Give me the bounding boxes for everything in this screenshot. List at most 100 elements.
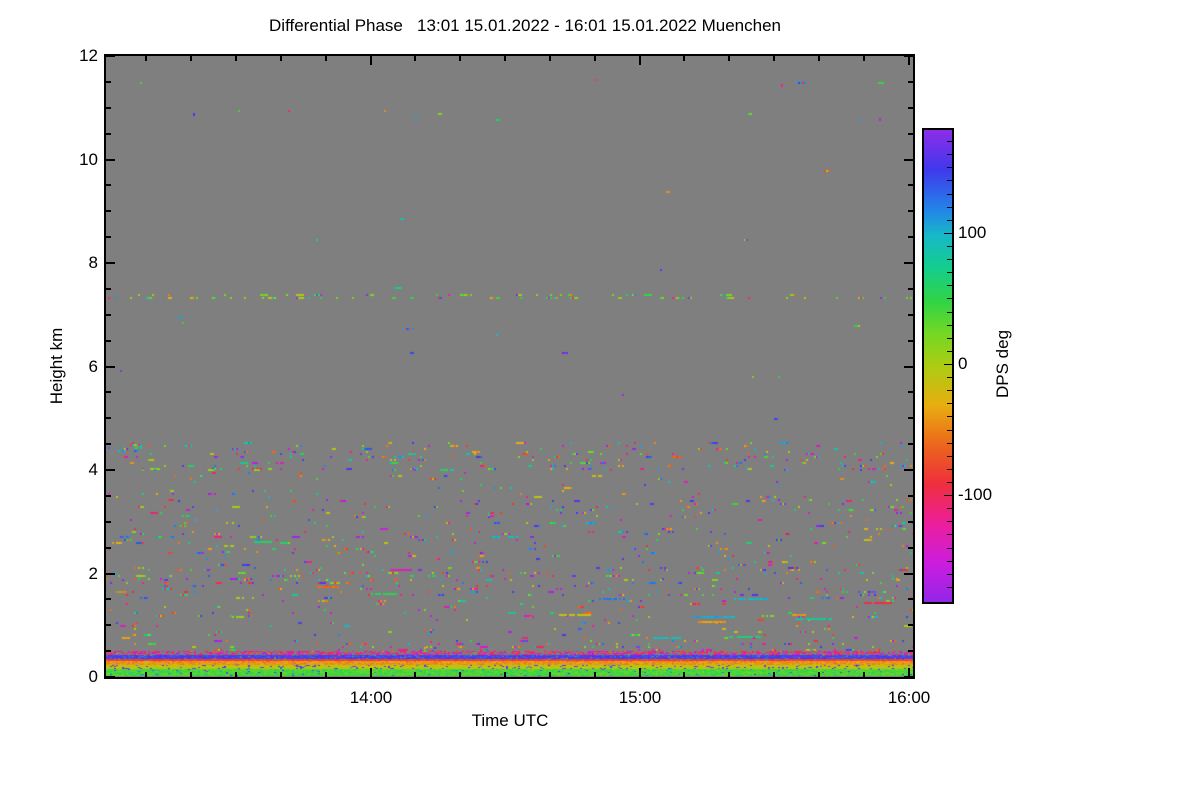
- x-tick-label: 14:00: [349, 688, 393, 707]
- tick-mark: [325, 56, 327, 61]
- tick-mark: [414, 672, 416, 677]
- colorbar-tick-mark: [947, 469, 952, 470]
- tick-mark: [106, 573, 115, 575]
- tick-mark: [908, 650, 913, 652]
- tick-mark: [908, 391, 913, 393]
- colorbar-tick-mark: [947, 416, 952, 417]
- tick-mark: [904, 573, 913, 575]
- tick-mark: [908, 624, 913, 626]
- colorbar: [922, 128, 954, 604]
- colorbar-tick-mark: [947, 312, 952, 313]
- tick-mark: [370, 668, 372, 677]
- colorbar-tick-mark: [947, 154, 952, 155]
- colorbar-tick-mark: [947, 390, 952, 391]
- tick-mark: [908, 56, 910, 65]
- tick-mark: [106, 340, 111, 342]
- colorbar-tick-mark: [947, 325, 952, 326]
- tick-mark: [904, 262, 913, 264]
- colorbar-tick-mark: [947, 456, 952, 457]
- tick-mark: [908, 668, 910, 677]
- colorbar-tick-mark: [947, 508, 952, 509]
- tick-mark: [504, 672, 506, 677]
- colorbar-tick-mark: [947, 574, 952, 575]
- colorbar-tick-mark: [944, 364, 952, 365]
- y-tick-label: 6: [88, 357, 98, 376]
- colorbar-tick-mark: [947, 403, 952, 404]
- colorbar-tick-mark: [947, 351, 952, 352]
- x-axis-label: Time UTC: [471, 711, 549, 730]
- tick-mark: [908, 236, 913, 238]
- tick-mark: [504, 56, 506, 61]
- tick-mark: [106, 650, 111, 652]
- tick-mark: [594, 672, 596, 677]
- tick-mark: [728, 56, 730, 61]
- tick-mark: [908, 598, 913, 600]
- colorbar-tick-label: -100: [958, 485, 993, 504]
- tick-mark: [106, 288, 111, 290]
- tick-mark: [370, 56, 372, 65]
- tick-mark: [904, 159, 913, 161]
- tick-mark: [639, 56, 641, 65]
- tick-mark: [908, 81, 913, 83]
- tick-mark: [908, 495, 913, 497]
- tick-mark: [549, 672, 551, 677]
- tick-mark: [459, 672, 461, 677]
- colorbar-tick-mark: [947, 298, 952, 299]
- tick-mark: [594, 56, 596, 61]
- tick-mark: [106, 236, 111, 238]
- heatmap-canvas: [106, 56, 913, 677]
- colorbar-tick-mark: [947, 443, 952, 444]
- colorbar-tick-mark: [947, 534, 952, 535]
- y-tick-label: 8: [88, 253, 98, 272]
- tick-mark: [683, 56, 685, 61]
- tick-mark: [325, 672, 327, 677]
- tick-mark: [106, 495, 111, 497]
- tick-mark: [106, 521, 111, 523]
- colorbar-tick-mark: [947, 561, 952, 562]
- colorbar-tick-mark: [947, 194, 952, 195]
- tick-mark: [773, 56, 775, 61]
- colorbar-tick-mark: [947, 587, 952, 588]
- tick-mark: [549, 56, 551, 61]
- y-tick-label: 12: [79, 46, 98, 65]
- tick-mark: [863, 56, 865, 61]
- tick-mark: [235, 672, 237, 677]
- tick-mark: [106, 469, 115, 471]
- colorbar-tick-mark: [944, 495, 952, 496]
- y-tick-label: 4: [88, 460, 98, 479]
- tick-mark: [639, 668, 641, 677]
- colorbar-tick-mark: [947, 167, 952, 168]
- tick-mark: [106, 366, 115, 368]
- tick-mark: [106, 417, 111, 419]
- tick-mark: [904, 366, 913, 368]
- tick-mark: [106, 598, 111, 600]
- tick-mark: [728, 672, 730, 677]
- x-tick-label: 15:00: [618, 688, 662, 707]
- tick-mark: [908, 133, 913, 135]
- colorbar-tick-mark: [947, 259, 952, 260]
- tick-mark: [106, 159, 115, 161]
- tick-mark: [863, 672, 865, 677]
- tick-mark: [106, 133, 111, 135]
- tick-mark: [106, 262, 115, 264]
- colorbar-tick-mark: [947, 272, 952, 273]
- tick-mark: [908, 521, 913, 523]
- tick-mark: [106, 184, 111, 186]
- y-tick-label: 10: [79, 150, 98, 169]
- colorbar-tick-mark: [947, 338, 952, 339]
- colorbar-tick-mark: [947, 482, 952, 483]
- colorbar-tick-mark: [947, 141, 952, 142]
- tick-mark: [106, 107, 111, 109]
- colorbar-tick-mark: [947, 548, 952, 549]
- x-tick-label: 16:00: [887, 688, 931, 707]
- tick-mark: [106, 314, 111, 316]
- tick-mark: [106, 676, 115, 678]
- colorbar-label: DPS deg: [993, 329, 1012, 399]
- tick-mark: [908, 314, 913, 316]
- tick-mark: [414, 56, 416, 61]
- colorbar-tick-mark: [947, 220, 952, 221]
- chart-title: Differential Phase 13:01 15.01.2022 - 16…: [269, 16, 781, 35]
- tick-mark: [106, 547, 111, 549]
- colorbar-tick-mark: [947, 377, 952, 378]
